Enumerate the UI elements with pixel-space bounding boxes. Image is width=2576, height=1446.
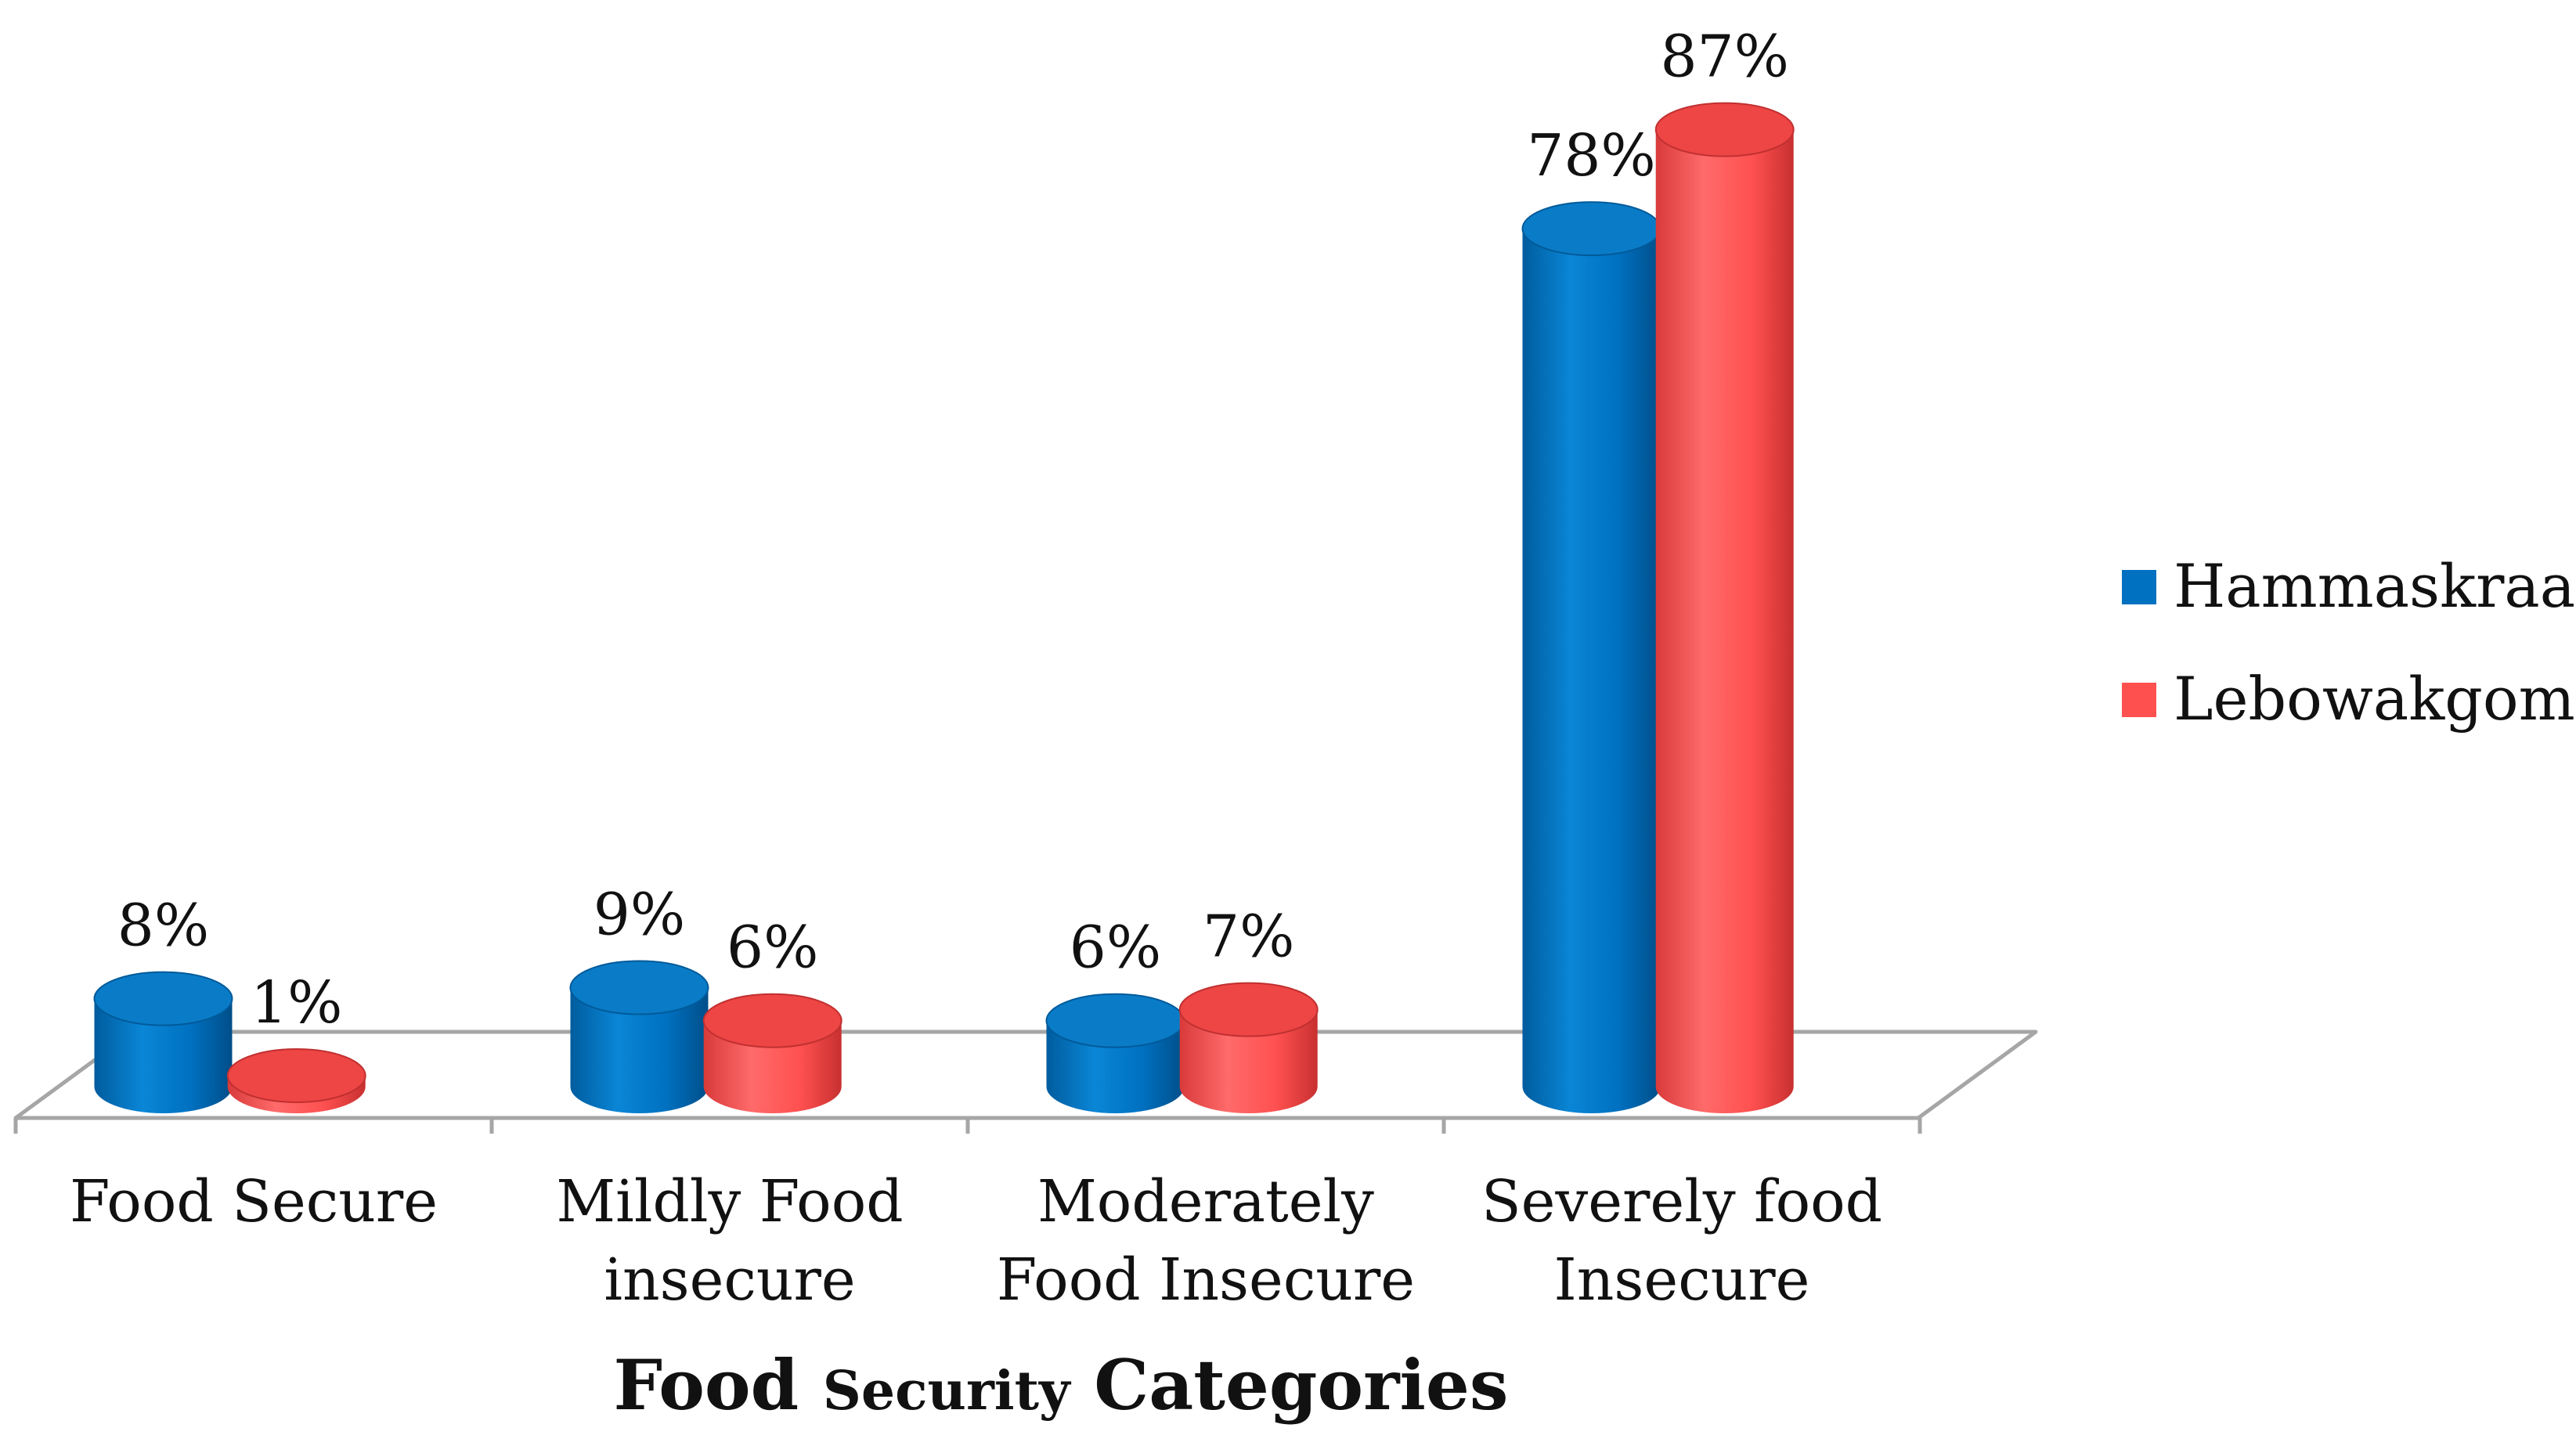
bar-top [1521, 201, 1661, 257]
value-label-hammaskraal-mildly-food-insecure: 9% [593, 882, 685, 949]
value-label-lebowakgomo-moderately-food-insecure: 7% [1203, 903, 1294, 971]
bar-body [1655, 129, 1794, 1113]
value-label-hammaskraal-severely-food-insecure: 78% [1527, 122, 1655, 189]
legend-item-lebowakgomo[interactable]: Lebowakgomo [2122, 664, 2576, 734]
bar-body [94, 998, 233, 1113]
bar-lebowakgomo-moderately-food-insecure [1178, 982, 1319, 1113]
category-label-food-secure: Food Secure [70, 1168, 438, 1235]
x-axis [13, 1118, 1922, 1134]
bar-top [226, 1048, 366, 1103]
bar-hammaskraal-mildly-food-insecure [569, 960, 709, 1113]
x-axis-title-part3: Categories [1094, 1344, 1508, 1426]
bar-top [1045, 993, 1185, 1048]
bar-body [570, 987, 709, 1113]
bar-lebowakgomo-severely-food-insecure [1654, 102, 1795, 1113]
category-label-moderately-food-insecure: Moderately Food Insecure [997, 1168, 1415, 1314]
x-axis-title: Food Security Categories [614, 1344, 1509, 1426]
legend-swatch-hammaskraal [2122, 570, 2156, 604]
value-label-hammaskraal-food-secure: 8% [117, 892, 209, 960]
bar-top [702, 993, 842, 1048]
legend-item-hammaskraal[interactable]: Hammaskraal [2122, 551, 2576, 621]
x-axis-title-part1: Food [614, 1344, 799, 1426]
bar-top [1178, 982, 1319, 1037]
bar-body [1179, 1009, 1318, 1113]
bars [93, 102, 1795, 1114]
bar-top [1654, 102, 1795, 157]
value-label-lebowakgomo-food-secure: 1% [251, 969, 342, 1037]
legend-label-lebowakgomo: Lebowakgomo [2174, 664, 2576, 734]
legend-swatch-lebowakgomo [2122, 683, 2156, 717]
bar-top [93, 971, 233, 1026]
bar-top [569, 960, 709, 1015]
bar-lebowakgomo-mildly-food-insecure [702, 993, 842, 1113]
bar-hammaskraal-food-secure [93, 971, 233, 1113]
x-axis-title-part2: Security [823, 1360, 1072, 1423]
value-labels: 8% 1% 9% 6% 6% 7% 78%87% [117, 23, 1789, 1037]
category-label-mildly-food-insecure: Mildly Food insecure [556, 1168, 903, 1314]
category-label-severely-food-insecure: Severely food Insecure [1481, 1168, 1882, 1314]
value-label-hammaskraal-moderately-food-insecure: 6% [1070, 914, 1161, 982]
bar-lebowakgomo-food-secure [226, 1048, 366, 1113]
legend: Hammaskraal Lebowakgomo [2122, 551, 2576, 734]
value-label-lebowakgomo-mildly-food-insecure: 6% [727, 914, 818, 982]
bar-hammaskraal-moderately-food-insecure [1045, 993, 1185, 1113]
category-labels: Food Secure Mildly Food insecure Moderately… [70, 1168, 1882, 1314]
bar-hammaskraal-severely-food-insecure [1521, 201, 1661, 1114]
value-label-lebowakgomo-severely-food-insecure: 87% [1660, 23, 1788, 91]
legend-label-hammaskraal: Hammaskraal [2174, 551, 2576, 621]
bar-body [1522, 229, 1661, 1114]
